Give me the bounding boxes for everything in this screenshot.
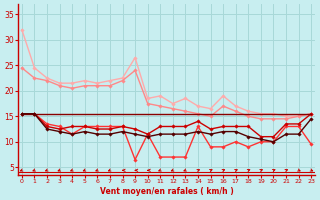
X-axis label: Vent moyen/en rafales ( km/h ): Vent moyen/en rafales ( km/h ) [100,187,233,196]
